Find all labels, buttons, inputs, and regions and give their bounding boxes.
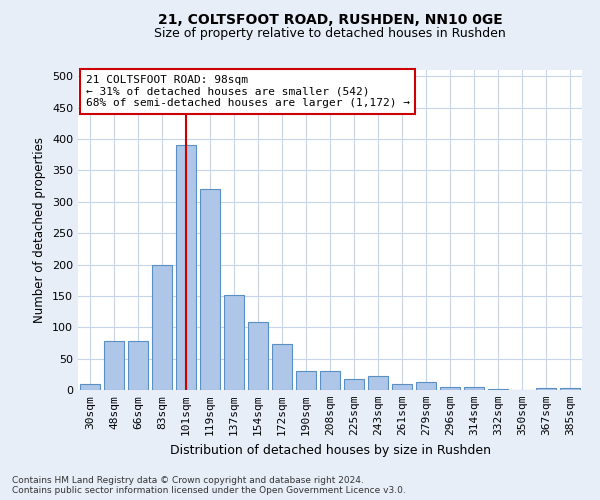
Text: Contains HM Land Registry data © Crown copyright and database right 2024.: Contains HM Land Registry data © Crown c… (12, 476, 364, 485)
Bar (296, 371, 316, 390)
Bar (104, 341, 124, 390)
Text: 21 COLTSFOOT ROAD: 98sqm
← 31% of detached houses are smaller (542)
68% of semi-: 21 COLTSFOOT ROAD: 98sqm ← 31% of detach… (86, 75, 410, 108)
Bar (248, 322, 268, 390)
Bar (392, 384, 412, 390)
Bar (464, 387, 484, 390)
Text: 21, COLTSFOOT ROAD, RUSHDEN, NN10 0GE: 21, COLTSFOOT ROAD, RUSHDEN, NN10 0GE (158, 12, 502, 26)
Bar (200, 189, 220, 390)
Bar (560, 388, 580, 390)
Bar (176, 146, 196, 390)
X-axis label: Distribution of detached houses by size in Rushden: Distribution of detached houses by size … (170, 444, 491, 456)
Bar (128, 341, 148, 390)
Text: Contains public sector information licensed under the Open Government Licence v3: Contains public sector information licen… (12, 486, 406, 495)
Bar (320, 371, 340, 390)
Bar (536, 388, 556, 390)
Bar (272, 344, 292, 390)
Bar (152, 264, 172, 390)
Bar (224, 294, 244, 390)
Bar (80, 384, 100, 390)
Bar (368, 376, 388, 390)
Bar (416, 382, 436, 390)
Y-axis label: Number of detached properties: Number of detached properties (34, 137, 46, 323)
Text: Size of property relative to detached houses in Rushden: Size of property relative to detached ho… (154, 28, 506, 40)
Bar (440, 387, 460, 390)
Bar (344, 378, 364, 390)
